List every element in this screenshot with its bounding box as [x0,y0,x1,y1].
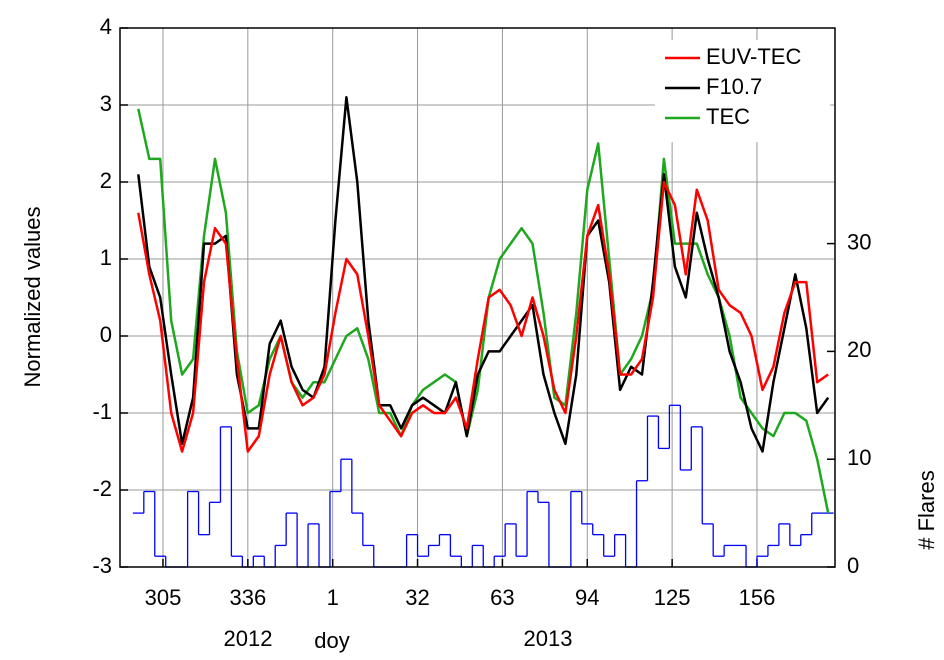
x-tick-label: 94 [575,585,599,610]
x-tick-label: 63 [490,585,514,610]
series-line [137,108,830,514]
y-tick-label: -1 [92,399,112,424]
x-tick-label: 32 [405,585,429,610]
legend-label: TEC [706,104,750,129]
series-line [137,180,829,453]
y-tick-label: 2 [100,168,112,193]
y-tick-label: 4 [100,14,112,39]
y-axis-title: Normalized values [20,207,45,388]
y-tick-label: -2 [92,476,112,501]
x-tick-label: 336 [229,585,266,610]
y-tick-label: -3 [92,553,112,578]
legend-label: EUV-TEC [706,44,801,69]
year-label: 2013 [524,626,573,651]
y2-tick-label: 20 [847,337,871,362]
y2-tick-label: 10 [847,445,871,470]
y-tick-label: 1 [100,245,112,270]
x-tick-label: 305 [145,585,182,610]
legend-label: F10.7 [706,74,762,99]
y2-tick-label: 30 [847,229,871,254]
x-tick-label: 125 [654,585,691,610]
y-tick-label: 3 [100,91,112,116]
x-axis-title: doy [314,628,349,653]
x-tick-label: 156 [739,585,776,610]
series-line [137,96,830,453]
plot-frame [119,27,836,568]
y-tick-label: 0 [100,322,112,347]
year-label: 2012 [224,626,273,651]
y2-axis-title: # Flares [914,470,939,549]
y2-tick-label: 0 [847,553,859,578]
x-tick-label: 1 [327,585,339,610]
